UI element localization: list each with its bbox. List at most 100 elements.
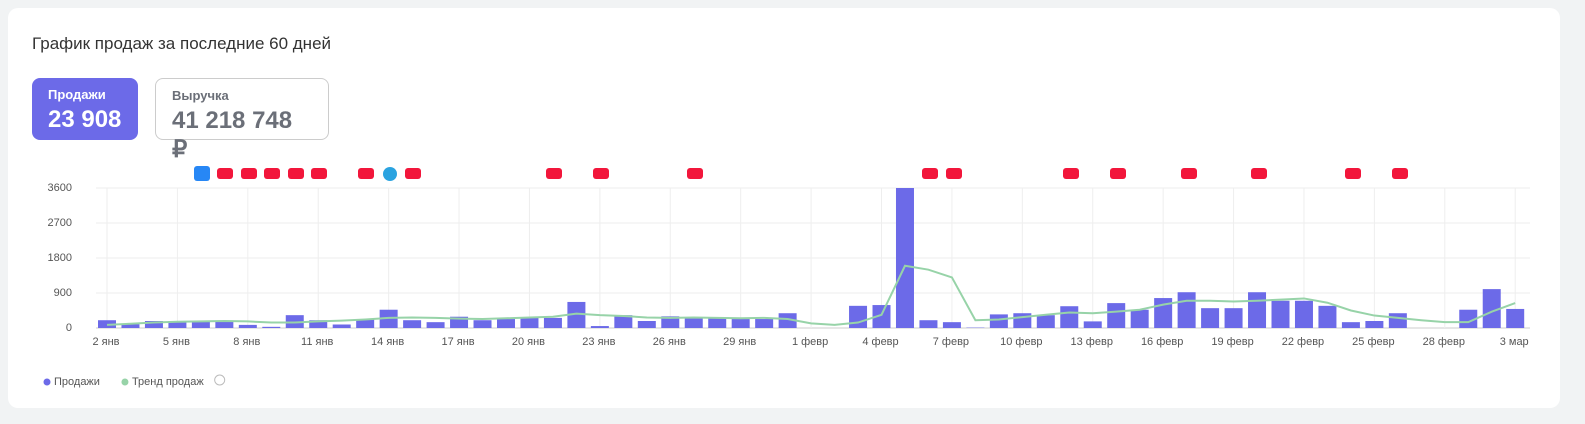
y-tick-label: 3600 bbox=[48, 182, 72, 194]
bar bbox=[1154, 298, 1173, 328]
bar bbox=[1036, 315, 1055, 328]
card-label: Продажи bbox=[48, 87, 106, 102]
bar bbox=[450, 316, 469, 328]
bar bbox=[1459, 309, 1478, 328]
youtube-icon[interactable] bbox=[1251, 168, 1267, 179]
bar bbox=[1482, 289, 1501, 328]
trend-line bbox=[106, 264, 1516, 326]
youtube-icon[interactable] bbox=[1063, 168, 1079, 179]
bar bbox=[215, 321, 234, 328]
bar bbox=[121, 324, 140, 328]
y-tick-label: 900 bbox=[54, 287, 72, 299]
card-label: Выручка bbox=[172, 88, 229, 103]
youtube-icon[interactable] bbox=[593, 168, 609, 179]
bar bbox=[567, 301, 586, 328]
bar bbox=[590, 326, 609, 328]
legend-marker bbox=[43, 378, 51, 386]
card-value: 41 218 748 ₽ bbox=[172, 107, 293, 163]
bar bbox=[520, 317, 539, 328]
youtube-icon[interactable] bbox=[311, 168, 327, 179]
bar bbox=[708, 317, 727, 328]
bar bbox=[191, 321, 210, 328]
legend-marker bbox=[121, 378, 129, 386]
bar bbox=[1177, 292, 1196, 328]
youtube-icon[interactable] bbox=[217, 168, 233, 179]
x-tick-label: 10 февр bbox=[1000, 336, 1042, 348]
youtube-icon[interactable] bbox=[1345, 168, 1361, 179]
x-tick-label: 16 февр bbox=[1141, 336, 1183, 348]
x-tick-label: 5 янв bbox=[163, 336, 190, 348]
youtube-icon[interactable] bbox=[264, 168, 280, 179]
youtube-icon[interactable] bbox=[946, 168, 962, 179]
youtube-icon[interactable] bbox=[1181, 168, 1197, 179]
bar bbox=[1130, 309, 1149, 328]
bar bbox=[1013, 313, 1032, 328]
x-tick-label: 17 янв bbox=[441, 336, 474, 348]
youtube-icon[interactable] bbox=[358, 168, 374, 179]
youtube-icon[interactable] bbox=[922, 168, 938, 179]
panel bbox=[8, 8, 1560, 408]
bar bbox=[872, 305, 891, 328]
bar bbox=[144, 321, 163, 328]
sales-card[interactable]: Продажи 23 908 bbox=[32, 78, 138, 140]
bar bbox=[637, 321, 656, 328]
bar bbox=[1060, 306, 1079, 328]
bar bbox=[942, 322, 961, 328]
x-tick-label: 11 янв bbox=[301, 336, 334, 348]
x-tick-label: 20 янв bbox=[512, 336, 545, 348]
youtube-icon[interactable] bbox=[687, 168, 703, 179]
youtube-icon[interactable] bbox=[546, 168, 562, 179]
youtube-icon[interactable] bbox=[405, 168, 421, 179]
bar bbox=[661, 316, 680, 328]
x-tick-label: 19 февр bbox=[1211, 336, 1253, 348]
x-tick-label: 29 янв bbox=[723, 336, 756, 348]
x-tick-label: 1 февр bbox=[792, 336, 828, 348]
y-tick-label: 2700 bbox=[48, 217, 72, 229]
x-tick-label: 8 янв bbox=[233, 336, 260, 348]
bar bbox=[496, 319, 515, 328]
x-tick-label: 4 февр bbox=[862, 336, 898, 348]
bar bbox=[426, 322, 445, 328]
youtube-icon[interactable] bbox=[1110, 168, 1126, 179]
card-value: 23 908 bbox=[48, 106, 122, 133]
telegram-icon[interactable] bbox=[383, 167, 397, 181]
y-tick-label: 1800 bbox=[48, 252, 72, 264]
x-tick-label: 3 мар bbox=[1500, 336, 1529, 348]
vk-icon[interactable] bbox=[194, 166, 210, 181]
bar bbox=[1341, 322, 1360, 328]
event-icons bbox=[194, 166, 1408, 181]
bar bbox=[1107, 303, 1126, 328]
bar bbox=[1083, 321, 1102, 328]
bar bbox=[919, 320, 938, 328]
bar bbox=[849, 305, 868, 328]
legend-label[interactable]: Тренд продаж bbox=[132, 376, 204, 388]
x-tick-label: 28 февр bbox=[1423, 336, 1465, 348]
youtube-icon[interactable] bbox=[241, 168, 257, 179]
bar bbox=[332, 324, 351, 328]
x-tick-label: 13 февр bbox=[1071, 336, 1113, 348]
x-tick-label: 22 февр bbox=[1282, 336, 1324, 348]
bar bbox=[614, 315, 633, 328]
bar bbox=[755, 319, 774, 328]
bar bbox=[473, 320, 492, 328]
bar bbox=[238, 324, 257, 328]
bar bbox=[1224, 308, 1243, 328]
youtube-icon[interactable] bbox=[1392, 168, 1408, 179]
youtube-icon[interactable] bbox=[288, 168, 304, 179]
bar bbox=[895, 188, 914, 328]
bar bbox=[731, 319, 750, 328]
x-tick-label: 25 февр bbox=[1352, 336, 1394, 348]
x-tick-label: 26 янв bbox=[653, 336, 686, 348]
bar bbox=[543, 317, 562, 328]
bar bbox=[1388, 313, 1407, 328]
bar bbox=[1248, 292, 1267, 328]
x-tick-label: 23 янв bbox=[582, 336, 615, 348]
bar bbox=[1201, 308, 1220, 328]
bar bbox=[309, 320, 328, 328]
legend-label[interactable]: Продажи bbox=[54, 376, 100, 388]
revenue-card[interactable]: Выручка 41 218 748 ₽ bbox=[155, 78, 329, 163]
help-icon bbox=[214, 374, 226, 386]
bar bbox=[1365, 321, 1384, 328]
